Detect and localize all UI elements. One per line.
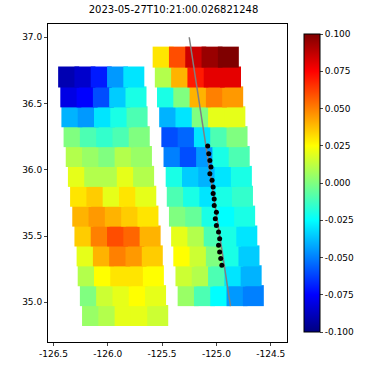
- svg-text:0.100: 0.100: [325, 29, 351, 39]
- svg-text:0.050: 0.050: [325, 104, 351, 114]
- svg-text:-0.075: -0.075: [325, 290, 354, 300]
- svg-text:35.0: 35.0: [22, 297, 42, 307]
- svg-text:-126.5: -126.5: [39, 349, 68, 359]
- svg-text:-124.5: -124.5: [256, 349, 285, 359]
- svg-text:-125.0: -125.0: [202, 349, 231, 359]
- svg-text:0.025: 0.025: [325, 141, 351, 151]
- svg-text:2023-05-27T10:21:00.026821248: 2023-05-27T10:21:00.026821248: [89, 4, 259, 15]
- svg-text:36.0: 36.0: [22, 165, 42, 175]
- svg-text:-125.5: -125.5: [148, 349, 177, 359]
- svg-text:-0.050: -0.050: [325, 253, 354, 263]
- svg-text:37.0: 37.0: [22, 32, 42, 42]
- svg-text:36.5: 36.5: [22, 99, 42, 109]
- svg-text:0.000: 0.000: [325, 178, 351, 188]
- svg-text:-0.100: -0.100: [325, 327, 354, 337]
- svg-text:0.075: 0.075: [325, 66, 351, 76]
- svg-text:35.5: 35.5: [22, 231, 42, 241]
- svg-text:-0.025: -0.025: [325, 215, 354, 225]
- svg-text:-126.0: -126.0: [93, 349, 122, 359]
